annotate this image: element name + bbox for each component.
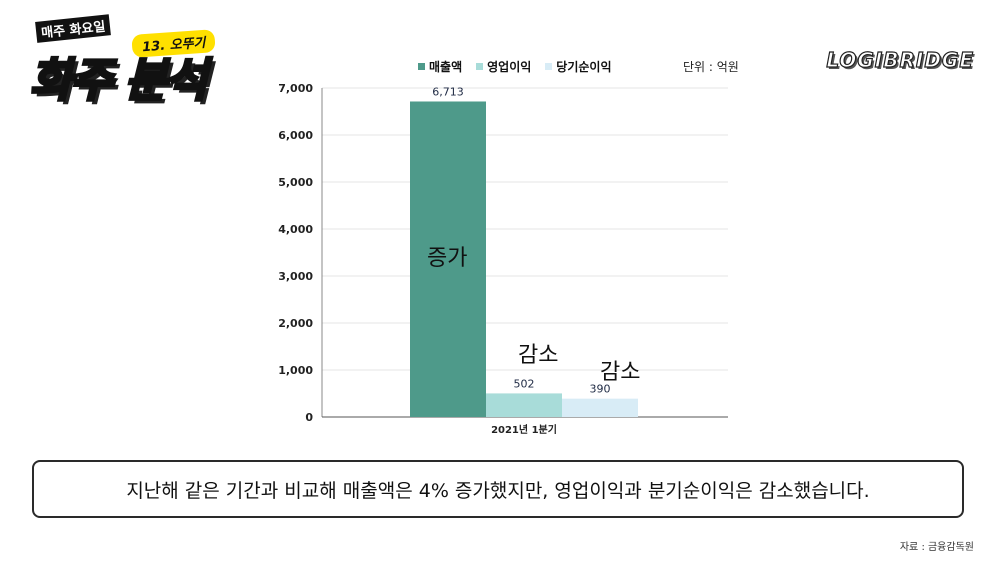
summary-box: 지난해 같은 기간과 비교해 매출액은 4% 증가했지만, 영업이익과 분기순이… xyxy=(32,460,964,518)
annotation-net-decrease: 감소 xyxy=(600,360,641,385)
legend-item-net: 당기순이익 xyxy=(545,58,612,75)
data-label-net-income: 390 xyxy=(590,383,611,396)
legend-swatch-net xyxy=(545,63,553,70)
legend-label-net: 당기순이익 xyxy=(556,60,612,74)
y-tick-label: 4,000 xyxy=(278,223,313,236)
brand-logo: LOGIBRIDGE xyxy=(826,47,974,72)
legend-swatch-revenue xyxy=(418,63,425,70)
y-tick-label: 0 xyxy=(305,411,313,424)
y-tick-label: 6,000 xyxy=(278,129,313,142)
y-tick-label: 3,000 xyxy=(278,270,313,283)
bar-revenue xyxy=(410,101,486,417)
annotation-operating-decrease: 감소 xyxy=(518,343,559,368)
y-tick-label: 7,000 xyxy=(278,82,313,95)
bar-net-income xyxy=(562,398,638,417)
annotation-revenue-increase: 증가 xyxy=(427,246,468,271)
x-tick-label: 2021년 1분기 xyxy=(491,423,557,436)
y-tick-label: 5,000 xyxy=(278,176,313,189)
chart-legend: 매출액 영업이익 당기순이익 xyxy=(418,58,612,75)
unit-label: 단위 : 억원 xyxy=(683,60,739,74)
legend-label-operating: 영업이익 xyxy=(487,60,532,74)
summary-text: 지난해 같은 기간과 비교해 매출액은 4% 증가했지만, 영업이익과 분기순이… xyxy=(126,479,870,502)
y-tick-label: 1,000 xyxy=(278,364,313,377)
bar-operating-income xyxy=(486,393,562,417)
logo-title: 화주 분석 xyxy=(28,52,208,109)
data-label-operating-income: 502 xyxy=(514,377,535,390)
y-tick-label: 2,000 xyxy=(278,317,313,330)
show-logo: 매주 화요일 13. 오뚜기 화주 분석 xyxy=(28,14,228,109)
source-note: 자료 : 금융감독원 xyxy=(899,542,974,553)
legend-label-revenue: 매출액 xyxy=(429,60,463,74)
legend-item-operating: 영업이익 xyxy=(476,58,531,75)
legend-swatch-operating xyxy=(476,63,484,70)
data-label-revenue: 6,713 xyxy=(432,85,464,98)
legend-item-revenue: 매출액 xyxy=(418,58,462,75)
